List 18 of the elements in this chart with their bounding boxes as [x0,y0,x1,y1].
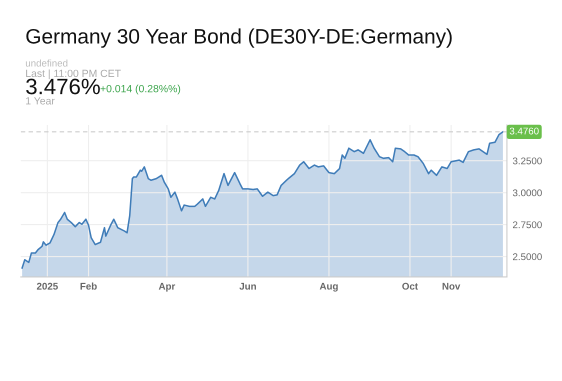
text: 3.476% [26,78,100,94]
x-tick-label: Jun [239,282,256,290]
x-tick-label: Apr [158,282,176,292]
x-tick-label: Aug [320,282,338,292]
text: 1 Year [26,97,55,105]
y-tick-label: 2.7500 [512,221,542,228]
y-tick-label: 3.0000 [512,189,542,196]
x-tick-label: Feb [80,282,97,290]
ref-line-label: 3.4760 [510,128,539,134]
x-tick-label: Oct [402,282,418,290]
y-tick-label: 3.2500 [512,157,542,164]
x-tick-label: 2025 [36,282,58,290]
text: +0.014 (0.28%%) [100,84,180,94]
text: Last | 11:00 PM CET [26,69,121,80]
x-tick-label: Nov [442,282,460,290]
text: undefined [26,59,68,67]
chart-title: Germany 30 Year Bond (DE30Y-DE:Germany) [26,28,452,48]
y-tick-label: 2.5000 [512,253,542,260]
